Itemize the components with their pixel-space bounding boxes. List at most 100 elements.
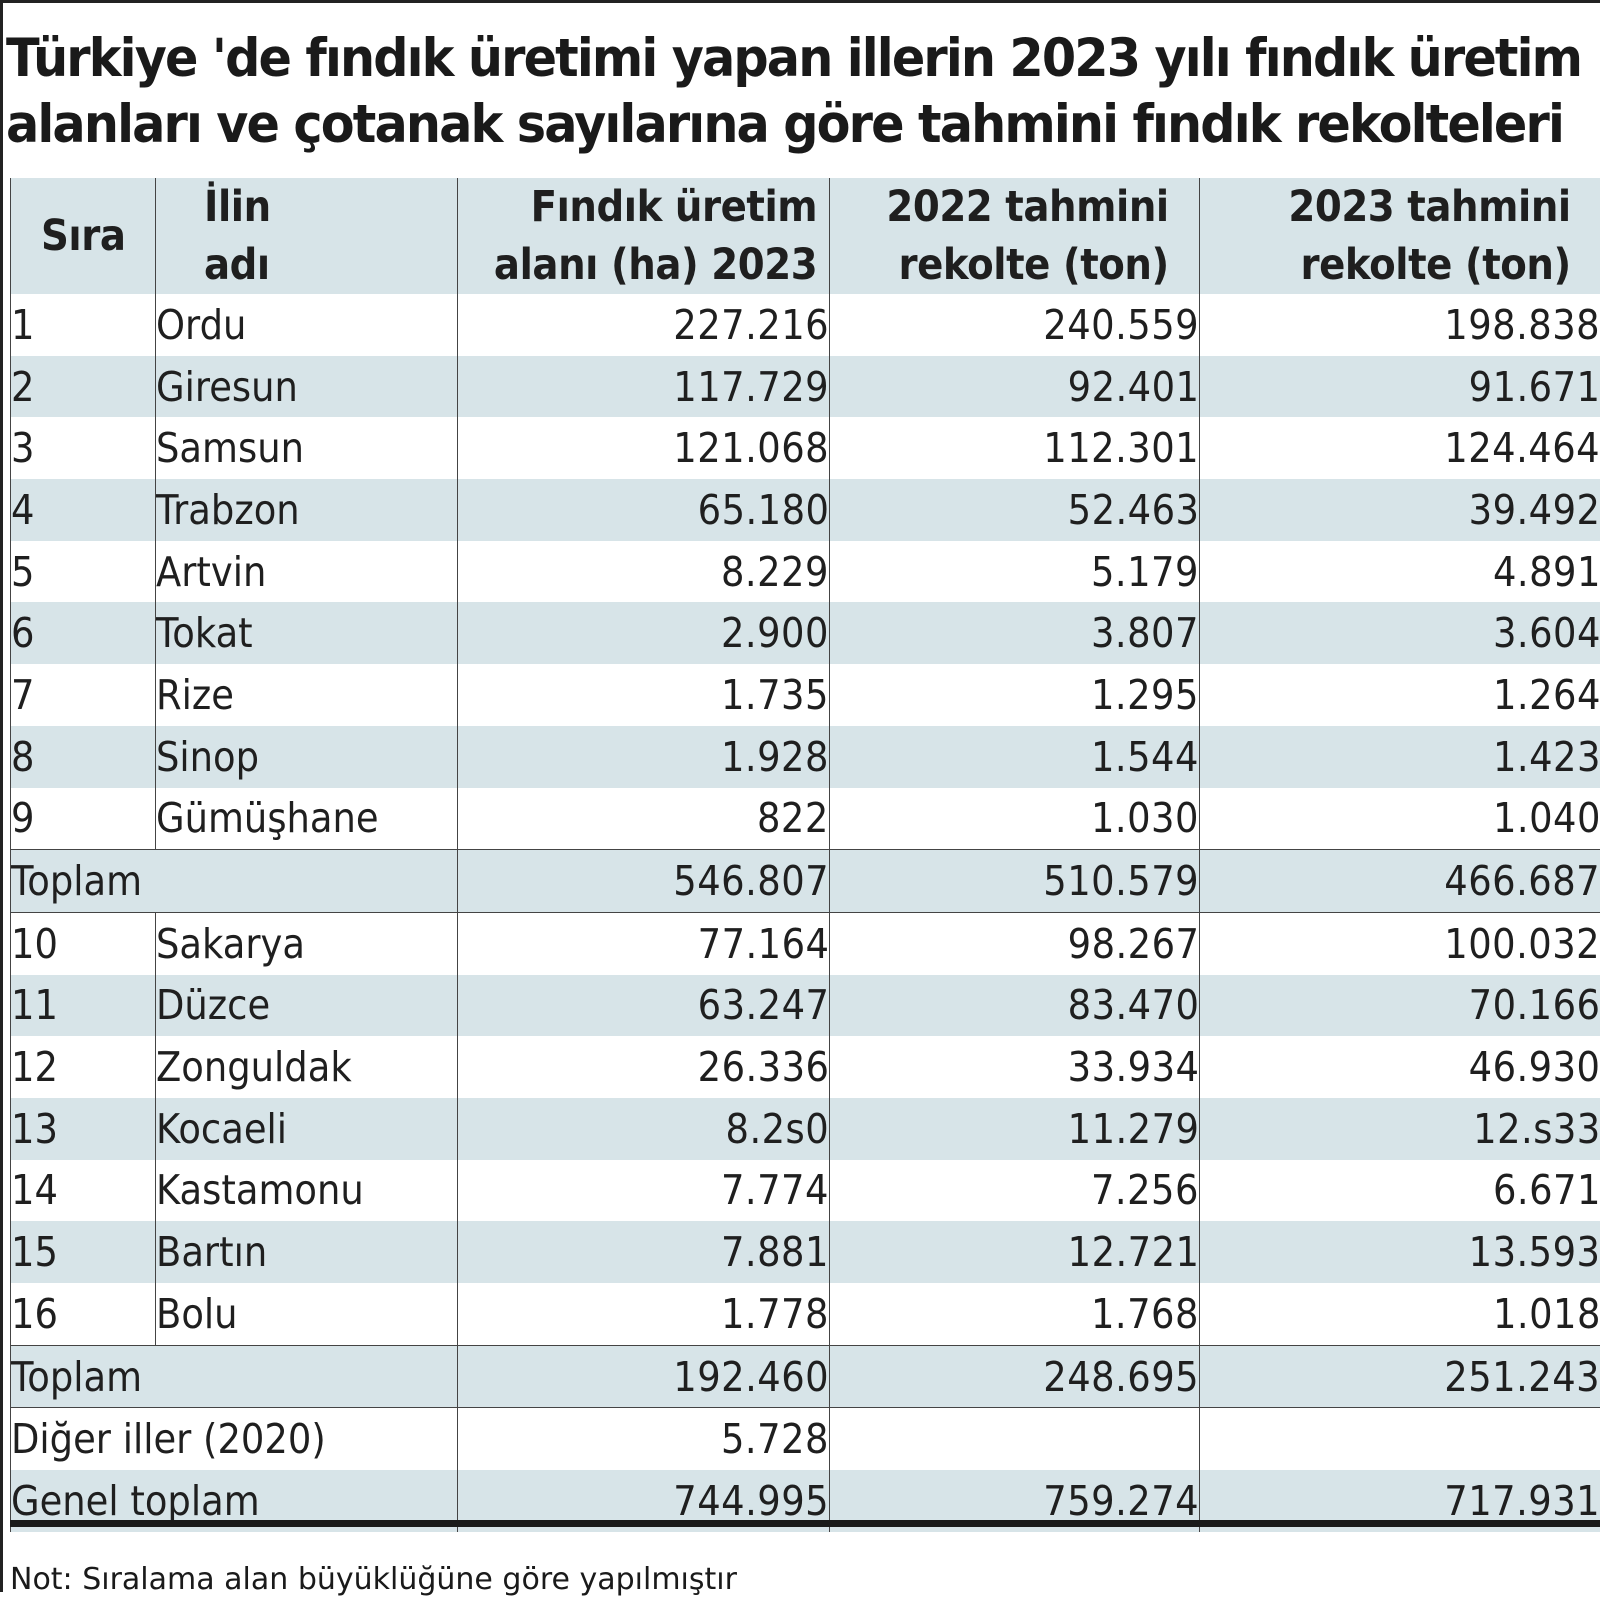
yield-2022-cell: 5.179	[830, 541, 1200, 603]
area-cell: 192.460	[458, 1345, 830, 1408]
area-cell: 8.229	[458, 541, 830, 603]
yield-2022-cell: 7.256	[830, 1160, 1200, 1222]
province-cell: Kastamonu	[156, 1160, 458, 1222]
rank-cell: 3	[11, 417, 156, 479]
rank-cell: 6	[11, 602, 156, 664]
yield-2022-cell: 1.030	[830, 788, 1200, 850]
yield-2023-cell: 124.464	[1200, 417, 1600, 479]
rank-cell: 12	[11, 1036, 156, 1098]
area-cell: 2.900	[458, 602, 830, 664]
yield-2023-cell: 1.018	[1200, 1283, 1600, 1345]
rank-cell: 4	[11, 479, 156, 541]
yield-2023-cell	[1200, 1408, 1600, 1470]
header-rank: Sıra	[11, 178, 156, 294]
area-cell: 227.216	[458, 294, 830, 356]
yield-2022-cell: 1.544	[830, 726, 1200, 788]
title-line-2: alanları ve çotanak sayılarına göre tahm…	[6, 92, 1485, 158]
province-cell: Sinop	[156, 726, 458, 788]
province-cell: Düzce	[156, 975, 458, 1037]
area-cell: 1.778	[458, 1283, 830, 1345]
area-cell: 7.881	[458, 1221, 830, 1283]
yield-2023-cell: 1.040	[1200, 788, 1600, 850]
area-cell: 117.729	[458, 356, 830, 418]
yield-2022-cell: 510.579	[830, 850, 1200, 913]
rank-cell: 10	[11, 912, 156, 974]
yield-2023-cell: 3.604	[1200, 602, 1600, 664]
yield-2022-cell: 248.695	[830, 1345, 1200, 1408]
yield-2023-cell: 4.891	[1200, 541, 1600, 603]
province-cell: Bolu	[156, 1283, 458, 1345]
province-cell: Artvin	[156, 541, 458, 603]
province-cell: Tokat	[156, 602, 458, 664]
province-cell: Trabzon	[156, 479, 458, 541]
yield-2022-cell	[830, 1408, 1200, 1470]
title-line-1: Türkiye 'de fındık üretimi yapan illerin…	[6, 26, 1485, 92]
summary-label-cell: Toplam	[11, 850, 458, 913]
yield-2023-cell: 13.593	[1200, 1221, 1600, 1283]
area-cell: 65.180	[458, 479, 830, 541]
yield-2023-cell: 251.243	[1200, 1345, 1600, 1408]
yield-2022-cell: 92.401	[830, 356, 1200, 418]
page-title: Türkiye 'de fındık üretimi yapan illerin…	[6, 26, 1485, 158]
other-provinces-row: Diğer iller (2020)5.728	[11, 1408, 1600, 1470]
rank-cell: 7	[11, 664, 156, 726]
yield-2023-cell: 100.032	[1200, 912, 1600, 974]
rank-cell: 15	[11, 1221, 156, 1283]
yield-2023-cell: 39.492	[1200, 479, 1600, 541]
area-cell: 121.068	[458, 417, 830, 479]
area-cell: 1.928	[458, 726, 830, 788]
rank-cell: 9	[11, 788, 156, 850]
rank-cell: 5	[11, 541, 156, 603]
area-cell: 822	[458, 788, 830, 850]
yield-2023-cell: 91.671	[1200, 356, 1600, 418]
province-cell: Zonguldak	[156, 1036, 458, 1098]
summary-label-cell: Toplam	[11, 1345, 458, 1408]
area-cell: 26.336	[458, 1036, 830, 1098]
yield-2022-cell: 3.807	[830, 602, 1200, 664]
province-cell: Sakarya	[156, 912, 458, 974]
area-cell: 77.164	[458, 912, 830, 974]
rank-cell: 14	[11, 1160, 156, 1222]
yield-2022-cell: 52.463	[830, 479, 1200, 541]
yield-2022-cell: 240.559	[830, 294, 1200, 356]
summary-label-cell: Diğer iller (2020)	[11, 1408, 458, 1470]
yield-2023-cell: 70.166	[1200, 975, 1600, 1037]
yield-2022-cell: 83.470	[830, 975, 1200, 1037]
area-cell: 8.2s0	[458, 1098, 830, 1160]
yield-2023-cell: 466.687	[1200, 850, 1600, 913]
yield-2022-cell: 98.267	[830, 912, 1200, 974]
yield-2023-cell: 1.264	[1200, 664, 1600, 726]
yield-2023-cell: 1.423	[1200, 726, 1600, 788]
province-cell: Rize	[156, 664, 458, 726]
footer-rule	[10, 1520, 1600, 1527]
rank-cell: 16	[11, 1283, 156, 1345]
yield-2022-cell: 1.295	[830, 664, 1200, 726]
province-cell: Gümüşhane	[156, 788, 458, 850]
rank-cell: 2	[11, 356, 156, 418]
province-cell: Ordu	[156, 294, 458, 356]
area-cell: 63.247	[458, 975, 830, 1037]
yield-2023-cell: 6.671	[1200, 1160, 1600, 1222]
yield-2023-cell: 12.s33	[1200, 1098, 1600, 1160]
yield-2023-cell: 46.930	[1200, 1036, 1600, 1098]
